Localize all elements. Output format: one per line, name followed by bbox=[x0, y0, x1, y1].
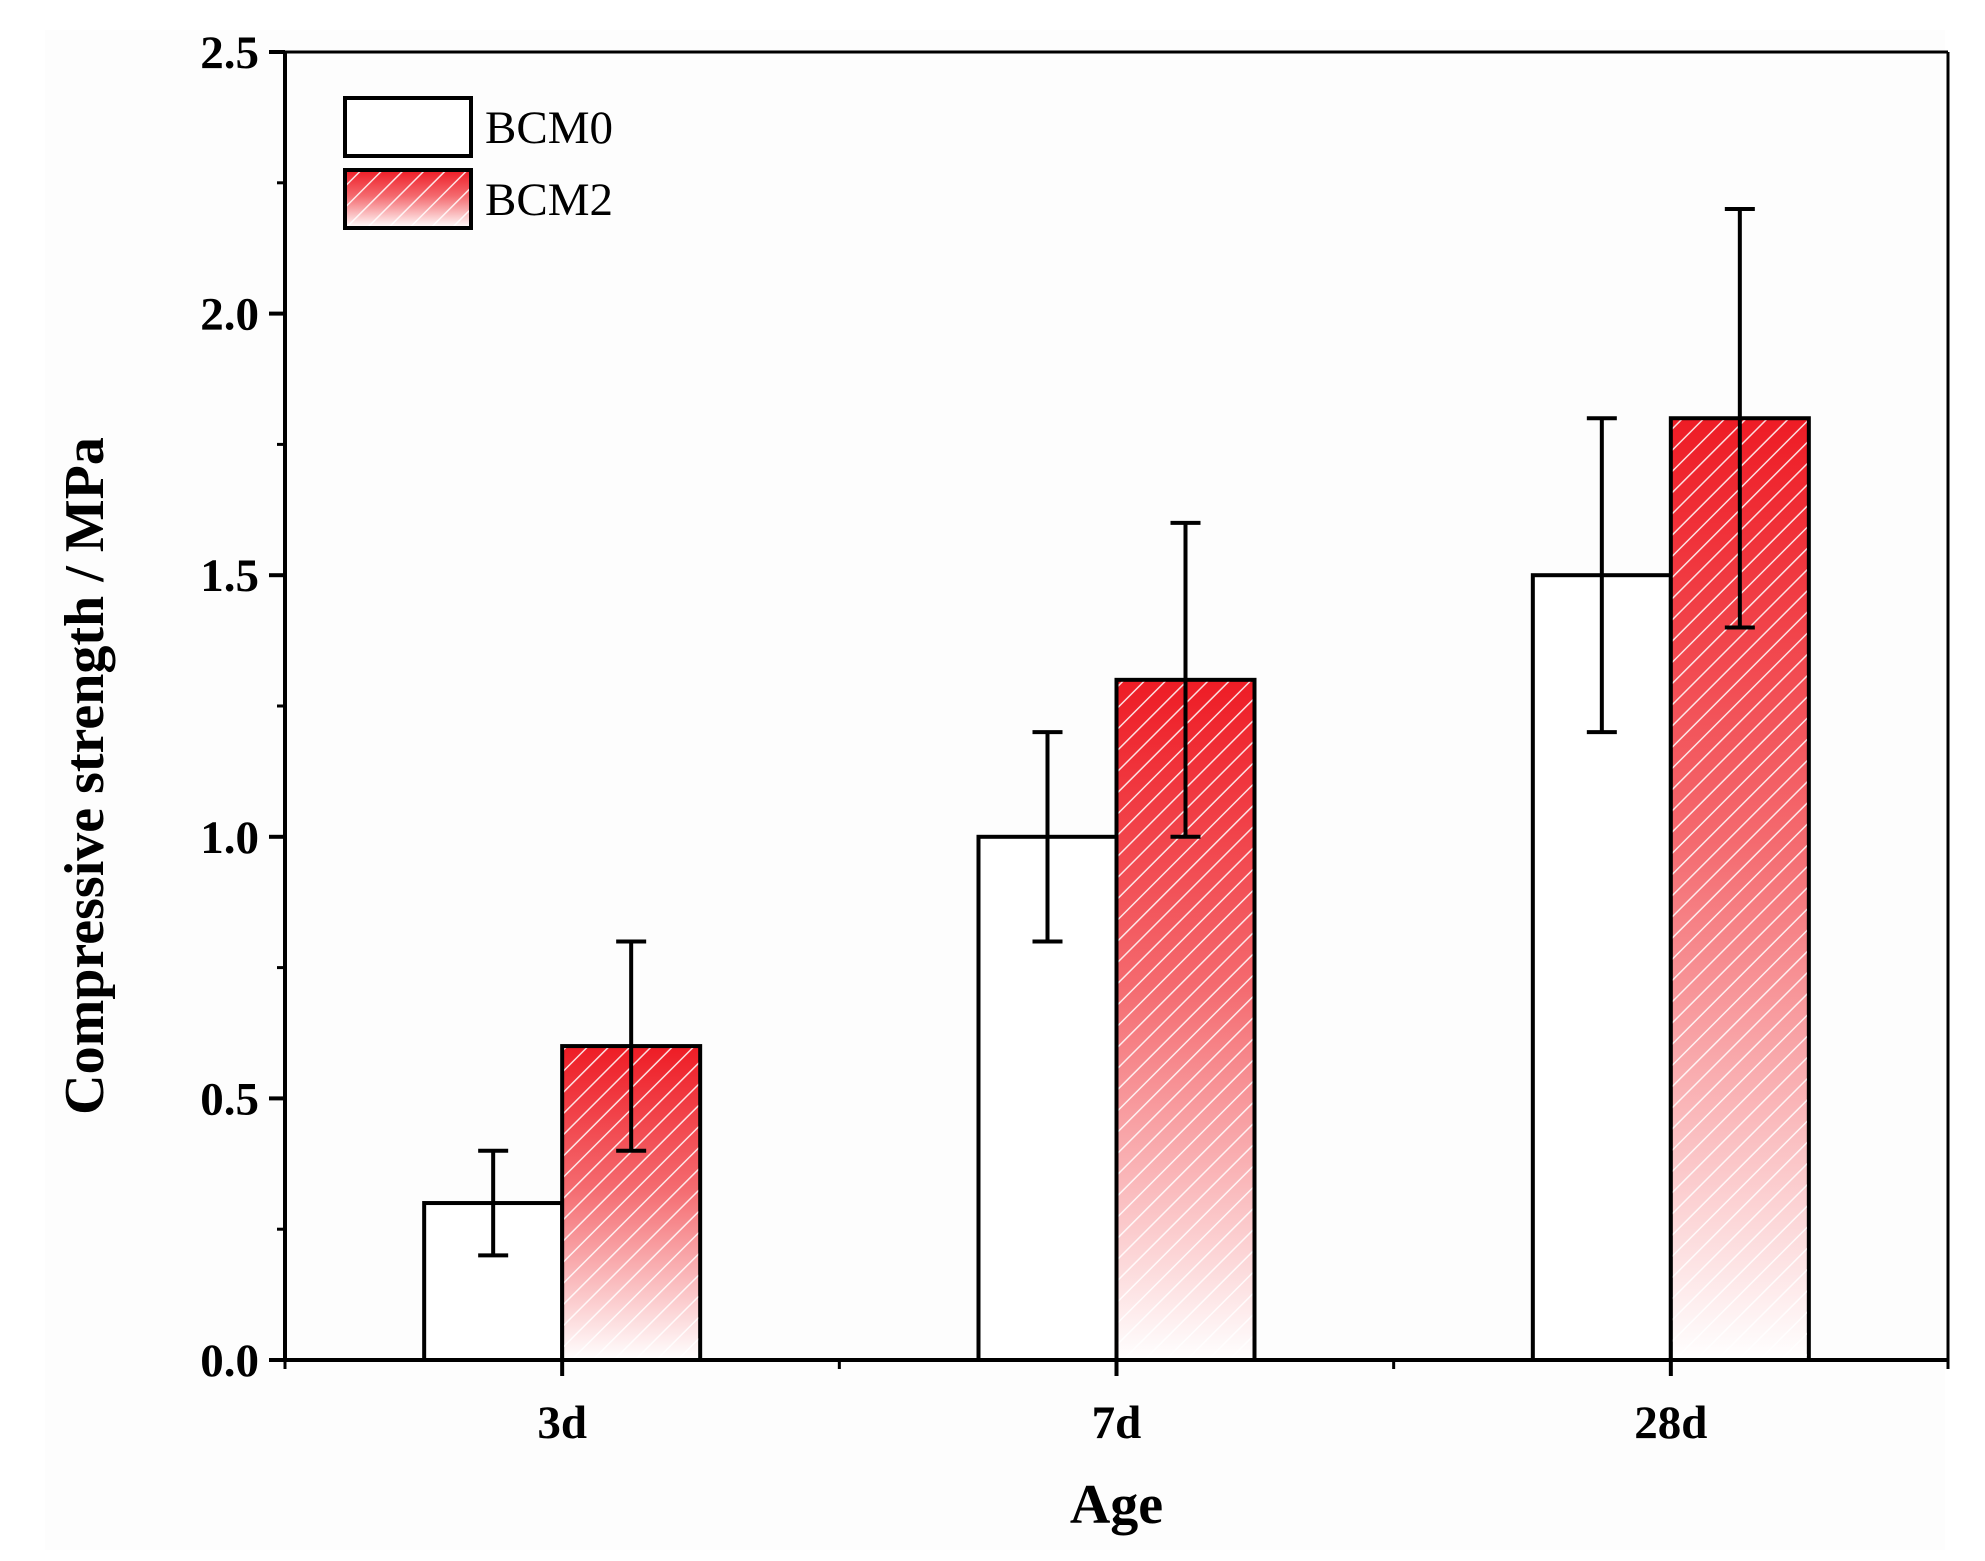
y-tick-label: 0.0 bbox=[200, 1335, 259, 1387]
legend-swatch-hatch-bcm2 bbox=[347, 172, 469, 226]
x-tick-label: 7d bbox=[1092, 1397, 1142, 1449]
y-tick-label: 2.5 bbox=[200, 27, 259, 79]
y-tick-label: 1.5 bbox=[200, 550, 259, 602]
legend-label-bcm0: BCM0 bbox=[485, 102, 613, 154]
x-tick-label: 3d bbox=[537, 1397, 587, 1449]
y-tick-label: 2.0 bbox=[200, 289, 259, 341]
legend-swatch-bcm0 bbox=[343, 96, 473, 158]
x-tick-label: 28d bbox=[1634, 1397, 1707, 1449]
legend-label-bcm2: BCM2 bbox=[485, 174, 613, 226]
x-axis-title: Age bbox=[1070, 1474, 1163, 1536]
y-tick-label: 1.0 bbox=[200, 812, 259, 864]
y-axis-title: Compressive strength / MPa bbox=[54, 437, 116, 1115]
y-tick-label: 0.5 bbox=[200, 1073, 259, 1125]
